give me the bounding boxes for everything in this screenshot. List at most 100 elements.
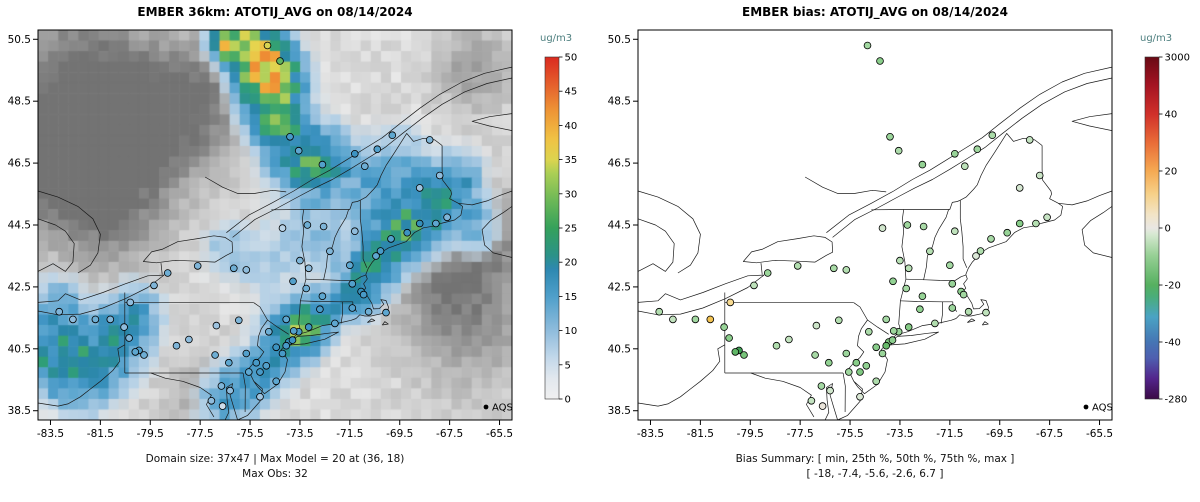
basemap-outline: [150, 372, 215, 418]
x-tick-label: -79.5: [137, 428, 164, 440]
station-dot: [218, 402, 227, 410]
y-tick-label: 42.5: [608, 281, 631, 293]
plot-box: [37, 29, 513, 421]
x-tick-label: -83.5: [637, 428, 664, 440]
station-dot: [435, 171, 444, 180]
station-dot: [864, 327, 873, 336]
basemap-outline: [271, 199, 361, 211]
basemap-outline: [160, 263, 163, 275]
station-dot: [264, 327, 273, 336]
station-dot: [926, 247, 934, 256]
station-dot: [289, 277, 297, 286]
station-dot: [878, 349, 887, 358]
y-tick-label: 46.5: [8, 158, 31, 170]
station-dot: [350, 227, 359, 236]
station-dot: [706, 315, 715, 324]
right-panel-title: EMBER bias: ATOTIJ_AVG on 08/14/2024: [742, 5, 1008, 19]
station-dot: [443, 213, 451, 222]
station-dot: [364, 307, 373, 316]
left-colorbar-unit-label: ug/m3: [540, 33, 573, 44]
basemap-outline: [382, 321, 389, 326]
station-dot: [304, 264, 313, 273]
x-tick-label: -79.5: [737, 428, 764, 440]
station-dot: [185, 335, 193, 344]
station-dot: [817, 382, 826, 390]
aqs-legend-dot-icon: [1083, 404, 1089, 410]
x-tick-label: -75.5: [836, 428, 863, 440]
station-dot: [348, 304, 357, 312]
station-dot: [286, 133, 294, 141]
basemap-outline: [900, 300, 953, 303]
station-dot: [1043, 213, 1051, 222]
basemap-outline: [142, 235, 233, 264]
station-dot: [140, 351, 148, 359]
station-dot: [785, 335, 793, 344]
x-tick-label: -81.5: [687, 428, 714, 440]
basemap-outline: [37, 344, 125, 407]
station-dot: [225, 358, 233, 367]
basemap-outline: [826, 66, 1113, 233]
station-dot: [150, 281, 158, 290]
basemap-outline: [1058, 190, 1113, 206]
station-dot: [888, 336, 897, 344]
station-dot: [120, 323, 128, 331]
station-dot: [948, 304, 957, 312]
station-dot: [886, 133, 894, 141]
station-dot: [217, 382, 226, 390]
y-tick-label: 50.5: [608, 34, 631, 46]
station-dot: [282, 341, 291, 350]
station-dot: [842, 349, 851, 358]
station-dot: [302, 284, 311, 293]
aqs-legend-label: AQS: [1092, 403, 1113, 414]
y-tick-label: 38.5: [8, 405, 31, 417]
colorbar-tick-label: 3000: [1165, 53, 1190, 64]
station-dot: [55, 307, 63, 316]
station-dot: [845, 368, 853, 376]
basemap-outline: [242, 372, 246, 413]
station-dot: [731, 348, 740, 356]
basemap-outline: [895, 209, 907, 335]
right-caption-line1: Bias Summary: [ min, 25th %, 50th %, 75t…: [735, 453, 1015, 465]
x-tick-label: -73.5: [886, 428, 913, 440]
station-dot: [842, 266, 851, 274]
station-dot: [252, 358, 261, 367]
station-dot: [318, 292, 327, 301]
basemap-outline: [750, 372, 815, 418]
station-dot: [1015, 184, 1024, 192]
station-dot: [360, 162, 369, 171]
station-dot: [348, 279, 357, 288]
colorbar-tick-label: -40: [1165, 337, 1181, 348]
basemap-outline: [237, 318, 357, 421]
station-dot: [919, 222, 928, 231]
station-dot: [825, 358, 833, 367]
station-dot: [987, 235, 995, 243]
x-tick-label: -77.5: [187, 428, 214, 440]
station-dot: [916, 305, 924, 314]
basemap-outline: [742, 235, 833, 264]
station-dot: [303, 221, 312, 229]
basemap-outline: [204, 176, 287, 194]
colorbar-tick-label: -280: [1165, 395, 1188, 406]
station-dot: [345, 261, 354, 270]
basemap-outline: [458, 190, 513, 206]
colorbar-tick-label: 10: [565, 326, 578, 337]
station-dot: [835, 316, 843, 325]
station-dot: [972, 252, 980, 260]
station-dot: [669, 315, 677, 324]
station-dot: [211, 351, 219, 359]
station-dot: [882, 341, 891, 350]
basemap-outline: [1081, 206, 1113, 258]
station-dot: [863, 41, 872, 50]
colorbar-tick-label: 30: [565, 189, 578, 200]
station-dot: [296, 256, 304, 265]
colorbar-tick-label: 20: [1165, 166, 1178, 177]
basemap-outline: [637, 344, 725, 407]
station-dot: [918, 292, 927, 301]
station-dot: [372, 252, 380, 260]
station-dot: [288, 336, 297, 344]
station-dot: [740, 351, 748, 359]
basemap-outline: [295, 209, 307, 335]
right-colorbar-unit-label: ug/m3: [1140, 33, 1173, 44]
basemap-outline: [824, 383, 838, 421]
station-dot: [403, 228, 412, 237]
